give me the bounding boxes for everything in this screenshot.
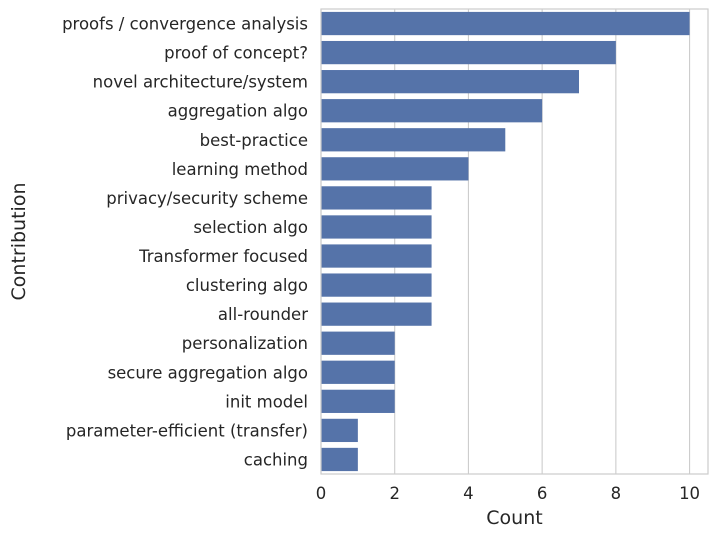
y-axis-label: Contribution	[8, 183, 30, 301]
bar	[321, 11, 690, 36]
category-label: init model	[225, 392, 308, 411]
bars	[321, 11, 690, 472]
bar	[321, 418, 358, 443]
x-tick-label: 2	[389, 484, 400, 503]
bar	[321, 244, 432, 268]
x-tick-label: 0	[316, 484, 327, 503]
bar	[321, 186, 432, 210]
category-label: proof of concept?	[164, 44, 308, 63]
x-tick-label: 8	[611, 484, 622, 503]
x-tick-label: 4	[463, 484, 474, 503]
bar	[321, 331, 395, 355]
x-tick-label: 10	[679, 484, 700, 503]
category-label: aggregation algo	[168, 102, 308, 121]
bar	[321, 360, 395, 384]
bar	[321, 128, 506, 152]
category-label: learning method	[172, 160, 308, 179]
category-label: privacy/security scheme	[106, 189, 308, 208]
bar	[321, 447, 358, 472]
bar	[321, 302, 432, 326]
bar	[321, 273, 432, 297]
category-label: selection algo	[193, 218, 308, 237]
category-label: all-rounder	[218, 305, 308, 324]
category-label: clustering algo	[186, 276, 308, 295]
x-tick-labels: 0 2 4 6 8 10	[316, 484, 700, 503]
bar	[321, 157, 469, 181]
category-label: parameter-efficient (transfer)	[66, 421, 308, 440]
category-label: best-practice	[200, 131, 308, 150]
category-label: Transformer focused	[138, 247, 308, 266]
bar	[321, 99, 543, 123]
category-label: novel architecture/system	[93, 73, 308, 92]
x-axis-label: Count	[486, 507, 542, 529]
bar	[321, 215, 432, 239]
category-label: caching	[244, 450, 308, 469]
category-labels: proofs / convergence analysis proof of co…	[62, 15, 308, 470]
x-tick-label: 6	[537, 484, 548, 503]
bar	[321, 40, 616, 65]
category-label: proofs / convergence analysis	[62, 15, 308, 34]
category-label: secure aggregation algo	[108, 363, 308, 382]
bar	[321, 70, 579, 94]
bar	[321, 389, 395, 413]
category-label: personalization	[182, 334, 308, 353]
plot-frame	[320, 8, 709, 475]
